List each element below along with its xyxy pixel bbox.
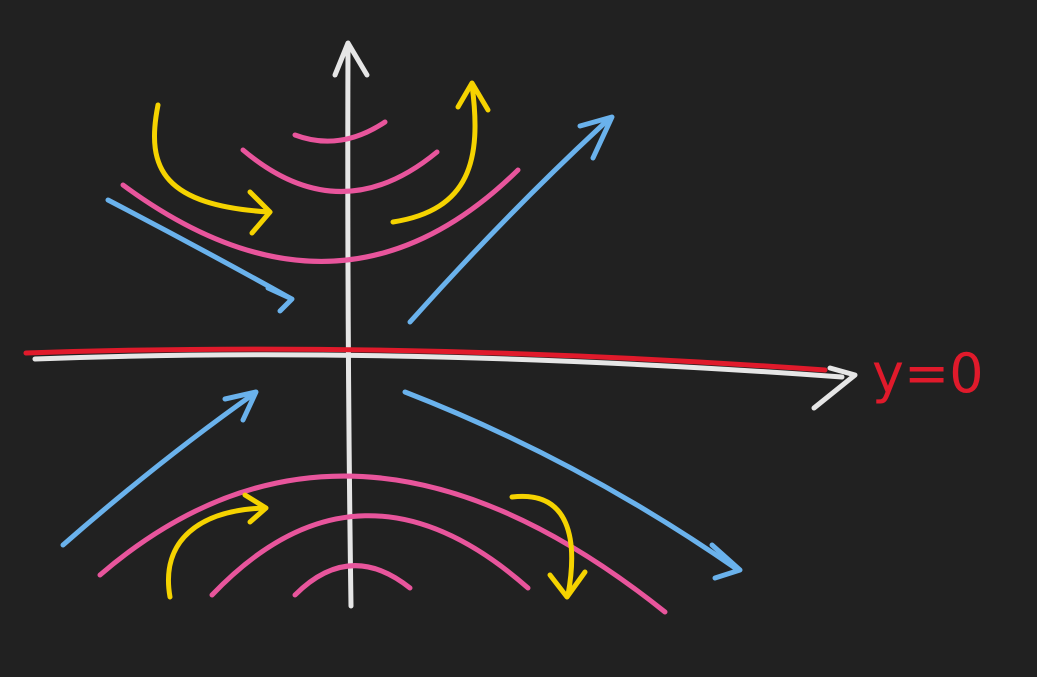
flow-arrow (60, 390, 258, 548)
vertical-axis (345, 42, 354, 609)
trajectory (292, 563, 413, 598)
trajectory (292, 119, 388, 144)
horizontal-axis (32, 352, 845, 380)
flow-arrow (152, 102, 271, 215)
flow-arrowhead (222, 389, 259, 423)
flow-arrow (166, 505, 268, 600)
horizontal-axis-arrow (811, 365, 858, 411)
flow-arrow (390, 82, 478, 225)
flow-arrowhead (547, 569, 588, 600)
flow-arrowhead (265, 285, 295, 314)
flow-arrow (509, 493, 575, 598)
flow-arrowhead (577, 114, 615, 161)
flow-arrowhead (242, 492, 269, 525)
trajectory (97, 473, 668, 615)
equilibrium-line (23, 346, 828, 373)
flow-arrowhead (247, 189, 273, 236)
flow-arrow (402, 389, 741, 573)
flow-arrowhead (455, 80, 491, 113)
vertical-axis-arrow (332, 40, 370, 78)
flow-arrow (407, 115, 613, 325)
equilibrium-label: y=0 (872, 342, 984, 405)
trajectory (240, 147, 440, 194)
trajectory (209, 513, 531, 598)
trajectory (120, 167, 521, 264)
flow-arrowhead (709, 542, 743, 581)
